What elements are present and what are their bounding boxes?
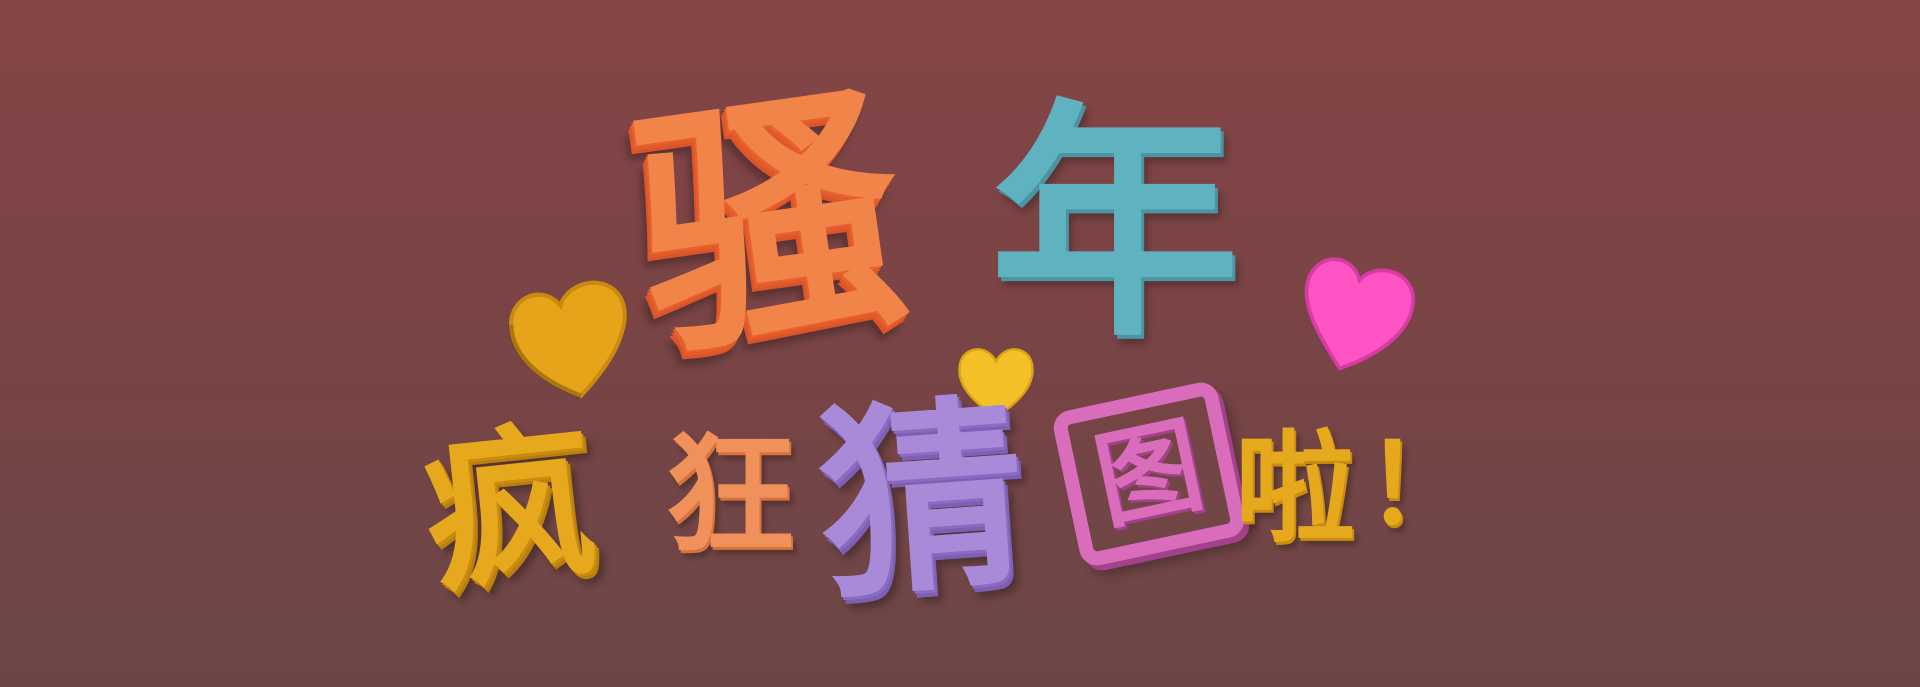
- heart-icon-left: [498, 265, 651, 414]
- subtitle-char-kuang: 狂: [665, 419, 796, 571]
- title-char-sao: 骚: [620, 57, 920, 393]
- title-char-nian: 年: [990, 79, 1240, 370]
- tu-frame: 图: [1050, 379, 1248, 569]
- subtitle-char-la: 啦: [1235, 420, 1355, 559]
- subtitle-char-tu: 图: [1084, 402, 1213, 545]
- subtitle-char-feng: 疯: [415, 402, 605, 618]
- heart-icon-center: [950, 340, 1042, 422]
- heart-icon-right: [1282, 242, 1428, 384]
- subtitle-char-cai: 猜: [811, 376, 1034, 628]
- subtitle-exclamation: ！: [1365, 421, 1475, 549]
